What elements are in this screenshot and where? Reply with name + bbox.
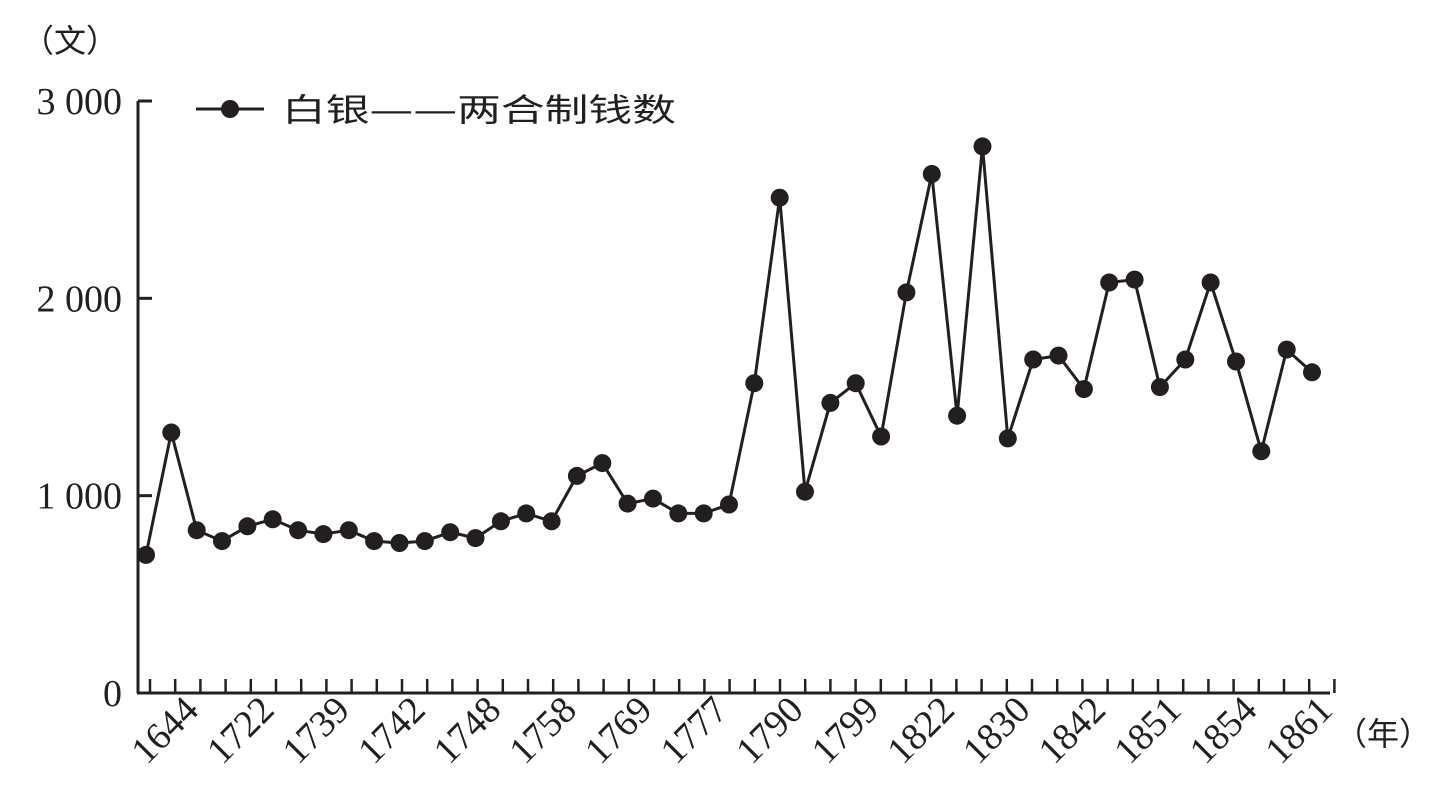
- data-point: [821, 393, 840, 412]
- x-tick-label: 1851: [1106, 689, 1189, 772]
- data-point: [770, 188, 789, 207]
- y-unit-label: （文）: [22, 22, 118, 60]
- data-point: [998, 429, 1017, 448]
- y-tick-label: 2 000: [37, 278, 123, 320]
- x-tick-label: 1842: [1031, 689, 1114, 772]
- data-point: [1150, 378, 1169, 397]
- data-point: [1252, 442, 1271, 461]
- x-tick-label: 1861: [1257, 689, 1340, 772]
- data-point: [1277, 340, 1296, 359]
- y-tick-label: 3 000: [37, 81, 123, 123]
- x-tick-label: 1790: [728, 689, 811, 772]
- data-point: [238, 517, 257, 536]
- x-tick-label: 1742: [350, 689, 433, 772]
- x-ticks: [148, 679, 1336, 693]
- data-point: [644, 489, 662, 508]
- data-point: [542, 512, 561, 531]
- data-point: [694, 504, 713, 523]
- data-point: [669, 504, 688, 523]
- legend: 白银——两合制钱数: [196, 91, 676, 129]
- data-point: [1303, 363, 1321, 382]
- x-tick-label: 1758: [501, 689, 584, 772]
- data-point: [415, 532, 434, 551]
- data-point: [1227, 352, 1245, 371]
- data-point: [365, 532, 384, 551]
- data-point: [1201, 273, 1220, 292]
- data-point: [567, 466, 586, 485]
- data-point: [213, 532, 231, 551]
- data-point: [846, 374, 865, 393]
- x-tick-label: 1822: [879, 689, 962, 772]
- data-point: [1176, 350, 1195, 369]
- data-point: [1100, 273, 1119, 292]
- data-point: [390, 534, 409, 552]
- x-unit-label: （年）: [1335, 715, 1431, 753]
- data-point: [263, 510, 282, 529]
- legend-label: 白银——两合制钱数: [282, 91, 676, 129]
- x-tick-label: 1748: [426, 689, 509, 772]
- x-tick-label: 1722: [199, 689, 282, 772]
- y-tick-label: 0: [103, 673, 122, 715]
- series-line: [144, 146, 1314, 556]
- data-point: [973, 137, 992, 156]
- y-tick-label: 1 000: [37, 476, 123, 518]
- x-tick-label: 1830: [955, 689, 1038, 772]
- x-tick-label: 1644: [123, 689, 206, 772]
- data-point: [796, 482, 814, 501]
- x-tick-label: 1769: [577, 689, 660, 772]
- data-point: [720, 495, 738, 514]
- data-point: [1074, 380, 1093, 399]
- data-point: [187, 521, 206, 540]
- x-tick-label: 1854: [1182, 689, 1265, 772]
- data-series: [137, 137, 1321, 564]
- x-tick-labels: 1644172217391742174817581769177717901799…: [123, 689, 1340, 772]
- data-point: [922, 165, 941, 183]
- data-point: [491, 512, 510, 531]
- data-point: [517, 504, 536, 523]
- data-point: [466, 529, 485, 548]
- x-tick-label: 1777: [653, 689, 736, 772]
- data-point: [948, 406, 967, 425]
- data-point: [137, 545, 155, 564]
- y-ticks: 0 1 000 2 000 3 000: [37, 81, 152, 715]
- data-point: [1024, 350, 1043, 369]
- data-point: [314, 525, 333, 544]
- x-tick-label: 1739: [275, 689, 358, 772]
- data-point: [1125, 270, 1144, 289]
- data-point: [872, 427, 891, 446]
- data-point: [1049, 346, 1068, 365]
- data-point: [618, 494, 637, 513]
- data-point: [339, 521, 358, 540]
- x-tick-label: 1799: [804, 689, 887, 772]
- data-point: [441, 523, 460, 542]
- data-point: [745, 374, 764, 393]
- legend-marker: [221, 100, 239, 118]
- data-point: [593, 454, 612, 473]
- data-point: [289, 521, 308, 540]
- data-point: [162, 423, 181, 442]
- data-point: [897, 283, 916, 302]
